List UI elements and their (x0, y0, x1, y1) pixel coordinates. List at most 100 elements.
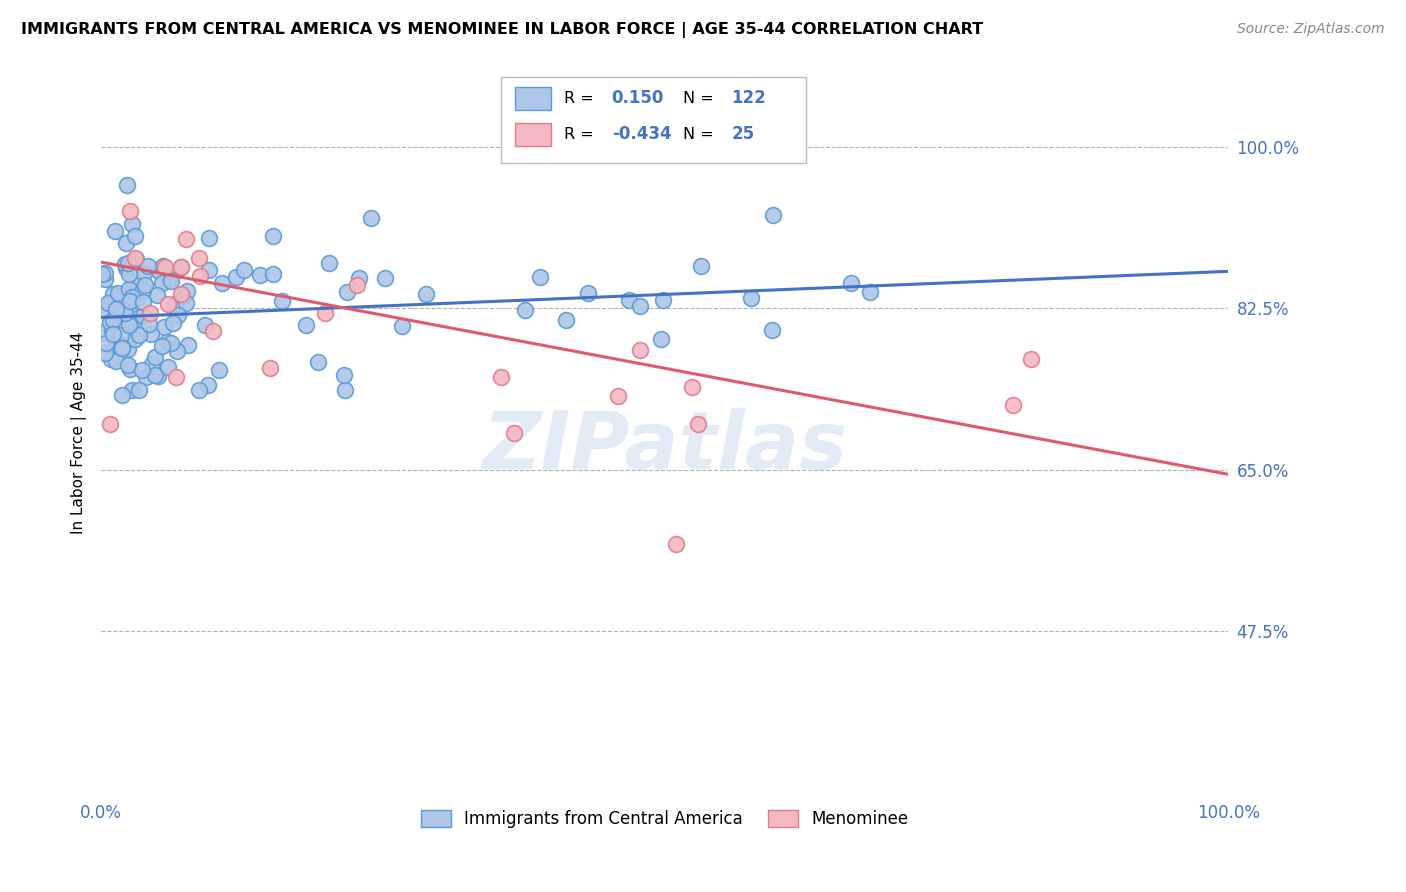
Point (1001, 398, 1024, 412)
Point (249, 268, 271, 283)
Point (160, 275, 183, 289)
Point (208, 362, 231, 376)
Point (166, 343, 188, 358)
Point (333, 383, 356, 397)
Point (156, 334, 179, 349)
Point (346, 278, 368, 293)
Point (762, 208, 785, 222)
Point (138, 317, 160, 331)
Text: ZIPatlas: ZIPatlas (482, 409, 848, 486)
FancyBboxPatch shape (515, 87, 551, 110)
Point (157, 296, 180, 310)
Point (198, 263, 221, 277)
Point (98, 417, 121, 431)
Point (115, 235, 138, 250)
Point (143, 368, 166, 382)
Point (314, 306, 336, 320)
Point (132, 283, 155, 297)
Point (193, 318, 215, 333)
Point (686, 417, 709, 431)
Point (307, 354, 329, 368)
Point (150, 339, 173, 353)
Point (202, 324, 225, 338)
Point (650, 332, 672, 346)
Legend: Immigrants from Central America, Menominee: Immigrants from Central America, Menomin… (415, 803, 915, 835)
Point (141, 357, 163, 371)
Point (174, 232, 197, 246)
Point (360, 211, 382, 225)
Point (295, 318, 318, 332)
Point (125, 291, 148, 305)
Point (117, 256, 139, 270)
Point (152, 259, 174, 273)
Point (1019, 351, 1042, 366)
Point (91, 267, 114, 281)
Point (177, 338, 200, 352)
Point (148, 264, 170, 278)
Point (163, 297, 186, 311)
Point (131, 294, 153, 309)
FancyBboxPatch shape (502, 77, 806, 163)
Point (176, 285, 198, 299)
Point (652, 293, 675, 307)
Point (124, 275, 146, 289)
Point (188, 251, 211, 265)
Point (152, 320, 174, 334)
Point (101, 287, 124, 301)
Point (165, 370, 187, 384)
Point (170, 260, 193, 274)
Point (681, 380, 703, 394)
Point (859, 285, 882, 300)
Text: IMMIGRANTS FROM CENTRAL AMERICA VS MENOMINEE IN LABOR FORCE | AGE 35-44 CORRELAT: IMMIGRANTS FROM CENTRAL AMERICA VS MENOM… (21, 22, 983, 38)
Point (120, 362, 142, 376)
Point (124, 251, 146, 265)
Point (628, 343, 651, 357)
Point (94, 336, 117, 351)
Point (117, 358, 139, 372)
Point (111, 303, 134, 318)
Point (105, 334, 128, 348)
Point (162, 316, 184, 330)
Text: 122: 122 (731, 89, 766, 107)
Point (259, 361, 281, 376)
Point (124, 332, 146, 346)
Point (103, 327, 125, 342)
Point (135, 370, 157, 384)
Point (374, 271, 396, 285)
FancyBboxPatch shape (515, 122, 551, 145)
Point (170, 287, 193, 301)
Point (225, 269, 247, 284)
Point (665, 536, 688, 550)
Point (121, 290, 143, 304)
Point (139, 327, 162, 342)
Point (740, 291, 762, 305)
Text: N =: N = (683, 91, 718, 105)
Point (188, 383, 211, 397)
Point (118, 204, 141, 219)
Point (98, 315, 121, 329)
Point (136, 259, 159, 273)
Point (318, 256, 340, 270)
Point (121, 315, 143, 329)
Point (131, 363, 153, 377)
Point (101, 323, 124, 337)
Point (607, 389, 630, 403)
Point (188, 268, 211, 283)
Point (347, 270, 370, 285)
Point (617, 293, 640, 308)
Point (97, 295, 120, 310)
Point (100, 352, 122, 367)
Point (128, 328, 150, 343)
Point (166, 309, 188, 323)
Point (176, 296, 198, 310)
Text: Source: ZipAtlas.com: Source: ZipAtlas.com (1237, 22, 1385, 37)
Point (150, 277, 173, 291)
Point (839, 276, 862, 290)
Point (131, 309, 153, 323)
Point (93, 271, 115, 285)
Text: 0.150: 0.150 (612, 89, 664, 107)
Point (172, 289, 194, 303)
Point (94, 346, 117, 360)
Point (513, 302, 536, 317)
Point (690, 259, 713, 273)
